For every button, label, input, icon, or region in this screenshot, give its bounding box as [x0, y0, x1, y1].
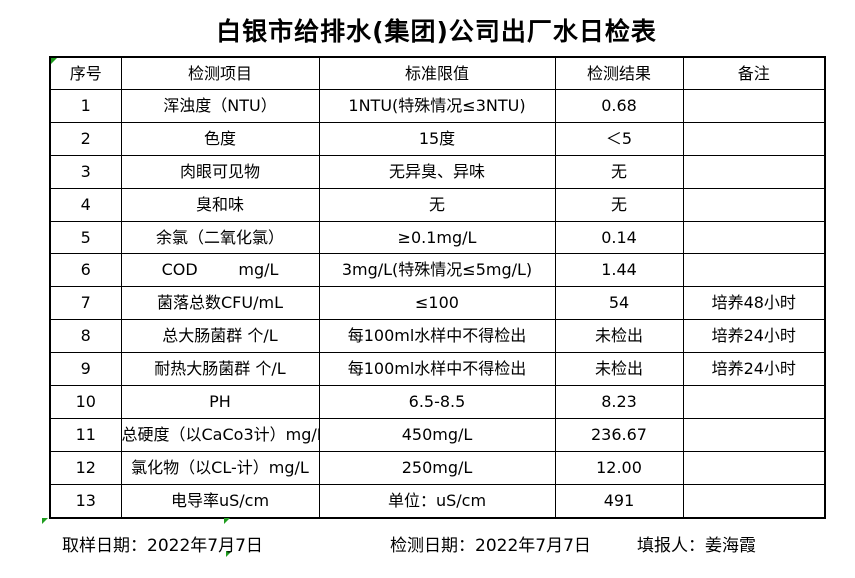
table-cell: 6	[49, 253, 122, 288]
table-cell: 491	[554, 483, 684, 519]
sample-date-text: 取样日期：2022年7月7日	[62, 536, 263, 556]
table-cell: 7	[49, 286, 122, 321]
table-row: 10 PH 6.5-8.5 8.23	[49, 385, 826, 419]
reporter-text: 填报人：姜海霞	[637, 536, 756, 556]
table-row: 7 菌落总数CFU/mL ≤100 54 培养48小时	[49, 286, 826, 321]
table-cell	[682, 417, 826, 452]
table-cell	[682, 385, 826, 419]
table-cell	[682, 483, 826, 519]
table-row: 5 余氯（二氧化氯） ≥0.1mg/L 0.14	[49, 220, 826, 255]
inspection-table: 序号 检测项目 标准限值 检测结果 备注 1 浑浊度（NTU） 1NTU(特殊情况≤…	[49, 56, 826, 519]
table-cell: 6.5-8.5	[318, 385, 556, 419]
table-cell	[682, 187, 826, 222]
header-cell-result: 检测结果	[554, 56, 684, 90]
table-cell: 5	[49, 220, 122, 255]
table-cell: PH	[120, 385, 320, 419]
table-row: 13 电导率uS/cm 单位：uS/cm 491	[49, 483, 826, 519]
table-cell: 菌落总数CFU/mL	[120, 286, 320, 321]
table-cell: 培养24小时	[682, 352, 826, 387]
table-cell: 3	[49, 154, 122, 189]
table-cell: 浑浊度（NTU）	[120, 89, 320, 123]
table-cell: 无	[554, 187, 684, 222]
table-row: 1 浑浊度（NTU） 1NTU(特殊情况≤3NTU) 0.68	[49, 89, 826, 123]
table-cell: 臭和味	[120, 187, 320, 222]
table-cell	[682, 220, 826, 255]
table-cell: 未检出	[554, 352, 684, 387]
table-cell: 8.23	[554, 385, 684, 419]
table-cell: 余氯（二氧化氯）	[120, 220, 320, 255]
header-cell-standard: 标准限值	[318, 56, 556, 90]
table-cell: 单位：uS/cm	[318, 483, 556, 519]
table-cell: 总大肠菌群 个/L	[120, 319, 320, 354]
table-cell: 耐热大肠菌群 个/L	[120, 352, 320, 387]
table-cell: 培养48小时	[682, 286, 826, 321]
header-cell-remark: 备注	[682, 56, 826, 90]
table-cell: ≤100	[318, 286, 556, 321]
table-cell: 0.68	[554, 89, 684, 123]
table-cell: 12.00	[554, 450, 684, 485]
table-cell	[682, 253, 826, 288]
table-row: 4 臭和味无无	[49, 187, 826, 222]
excel-corner-marker-icon	[51, 58, 57, 64]
table-cell: 4	[49, 187, 122, 222]
table-row: 2 色度 15度 ＜5	[49, 121, 826, 156]
table-cell: 13	[49, 483, 122, 519]
table-cell: 12	[49, 450, 122, 485]
table-cell	[682, 154, 826, 189]
table-cell: 色度	[120, 121, 320, 156]
page-title: 白银市给排水(集团)公司出厂水日检表	[216, 17, 657, 46]
table-cell: ＜5	[554, 121, 684, 156]
table-cell: 1.44	[554, 253, 684, 288]
excel-corner-marker-icon	[42, 518, 48, 524]
table-row: 8 总大肠菌群 个/L 每100ml水样中不得检出 未检出 培养24小时	[49, 319, 826, 354]
table-cell: 54	[554, 286, 684, 321]
table-cell: 肉眼可见物	[120, 154, 320, 189]
table-cell: 1NTU(特殊情况≤3NTU)	[318, 89, 556, 123]
table-cell: 电导率uS/cm	[120, 483, 320, 519]
table-cell: 培养24小时	[682, 319, 826, 354]
table-cell: 236.67	[554, 417, 684, 452]
table-cell: 每100ml水样中不得检出	[318, 319, 556, 354]
table-cell: COD mg/L	[120, 253, 320, 288]
table-cell: 250mg/L	[318, 450, 556, 485]
table-cell: 11	[49, 417, 122, 452]
table-row: 3 肉眼可见物 无异臭、异味无	[49, 154, 826, 189]
table-cell: 8	[49, 319, 122, 354]
header-cell-item: 检测项目	[120, 56, 320, 90]
table-cell: 无异臭、异味	[318, 154, 556, 189]
table-cell: 2	[49, 121, 122, 156]
table-cell: 15度	[318, 121, 556, 156]
table-body: 1 浑浊度（NTU） 1NTU(特殊情况≤3NTU) 0.68 2 色度 15度 ＜5 3 肉眼可…	[49, 89, 826, 519]
table-cell: 9	[49, 352, 122, 387]
table-cell: 氯化物（以CL-计）mg/L	[120, 450, 320, 485]
table-header-row: 序号 检测项目 标准限值 检测结果 备注	[49, 56, 826, 90]
table-cell: 450mg/L	[318, 417, 556, 452]
table-cell: 每100ml水样中不得检出	[318, 352, 556, 387]
table-cell	[682, 121, 826, 156]
table-row: 9 耐热大肠菌群 个/L 每100ml水样中不得检出 未检出 培养24小时	[49, 352, 826, 387]
excel-corner-marker-icon	[226, 551, 232, 557]
table-cell: 1	[49, 89, 122, 123]
table-row: 11 总硬度（以CaCo3计）mg/L 450mg/L 236.67	[49, 417, 826, 452]
table-row: 6 COD mg/L 3mg/L(特殊情况≤5mg/L) 1.44	[49, 253, 826, 288]
table-cell: 无	[318, 187, 556, 222]
table-cell: 无	[554, 154, 684, 189]
table-cell	[682, 450, 826, 485]
test-date-text: 检测日期：2022年7月7日	[390, 536, 591, 556]
table-cell: 未检出	[554, 319, 684, 354]
table-cell: 总硬度（以CaCo3计）mg/L	[120, 417, 320, 452]
table-cell: ≥0.1mg/L	[318, 220, 556, 255]
table-cell: 10	[49, 385, 122, 419]
table-cell: 3mg/L(特殊情况≤5mg/L)	[318, 253, 556, 288]
table-cell: 0.14	[554, 220, 684, 255]
table-cell	[682, 89, 826, 123]
header-cell-index: 序号	[49, 56, 122, 90]
table-row: 12 氯化物（以CL-计）mg/L 250mg/L 12.00	[49, 450, 826, 485]
excel-corner-marker-icon	[224, 518, 230, 524]
